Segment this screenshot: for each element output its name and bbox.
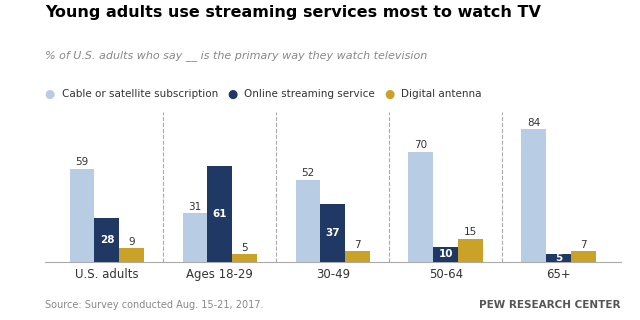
Text: 52: 52 (301, 169, 315, 179)
Bar (571, 251, 596, 262)
Bar (458, 239, 483, 262)
Text: 70: 70 (414, 140, 428, 150)
Bar (433, 247, 458, 262)
Text: 7: 7 (355, 240, 361, 250)
Bar (547, 254, 571, 262)
Bar (182, 213, 207, 262)
Text: 61: 61 (212, 209, 227, 219)
Text: 10: 10 (438, 250, 453, 260)
Text: 7: 7 (580, 240, 587, 250)
Text: PEW RESEARCH CENTER: PEW RESEARCH CENTER (479, 300, 621, 310)
Bar (70, 169, 95, 262)
Text: ●: ● (45, 88, 55, 101)
Text: Young adults use streaming services most to watch TV: Young adults use streaming services most… (45, 5, 541, 20)
Text: 31: 31 (188, 202, 202, 212)
Bar (345, 251, 370, 262)
Bar (232, 254, 257, 262)
Text: Cable or satellite subscription: Cable or satellite subscription (62, 89, 218, 100)
Text: % of U.S. adults who say __ is the primary way they watch television: % of U.S. adults who say __ is the prima… (45, 50, 427, 60)
Text: 84: 84 (527, 118, 540, 128)
Text: 9: 9 (129, 236, 135, 247)
Bar (522, 129, 547, 262)
Text: 15: 15 (464, 227, 477, 237)
Text: Online streaming service: Online streaming service (244, 89, 375, 100)
Text: Source: Survey conducted Aug. 15-21, 2017.: Source: Survey conducted Aug. 15-21, 201… (45, 300, 263, 310)
Bar (95, 218, 119, 262)
Bar (119, 248, 144, 262)
Text: 5: 5 (555, 253, 563, 263)
Text: 59: 59 (76, 157, 89, 167)
Bar (207, 166, 232, 262)
Text: ●: ● (227, 88, 237, 101)
Text: Digital antenna: Digital antenna (401, 89, 482, 100)
Text: ●: ● (384, 88, 394, 101)
Bar (408, 152, 433, 262)
Bar (296, 180, 321, 262)
Text: 28: 28 (100, 235, 114, 245)
Bar (321, 204, 345, 262)
Text: 5: 5 (241, 243, 248, 253)
Text: 37: 37 (326, 228, 340, 238)
